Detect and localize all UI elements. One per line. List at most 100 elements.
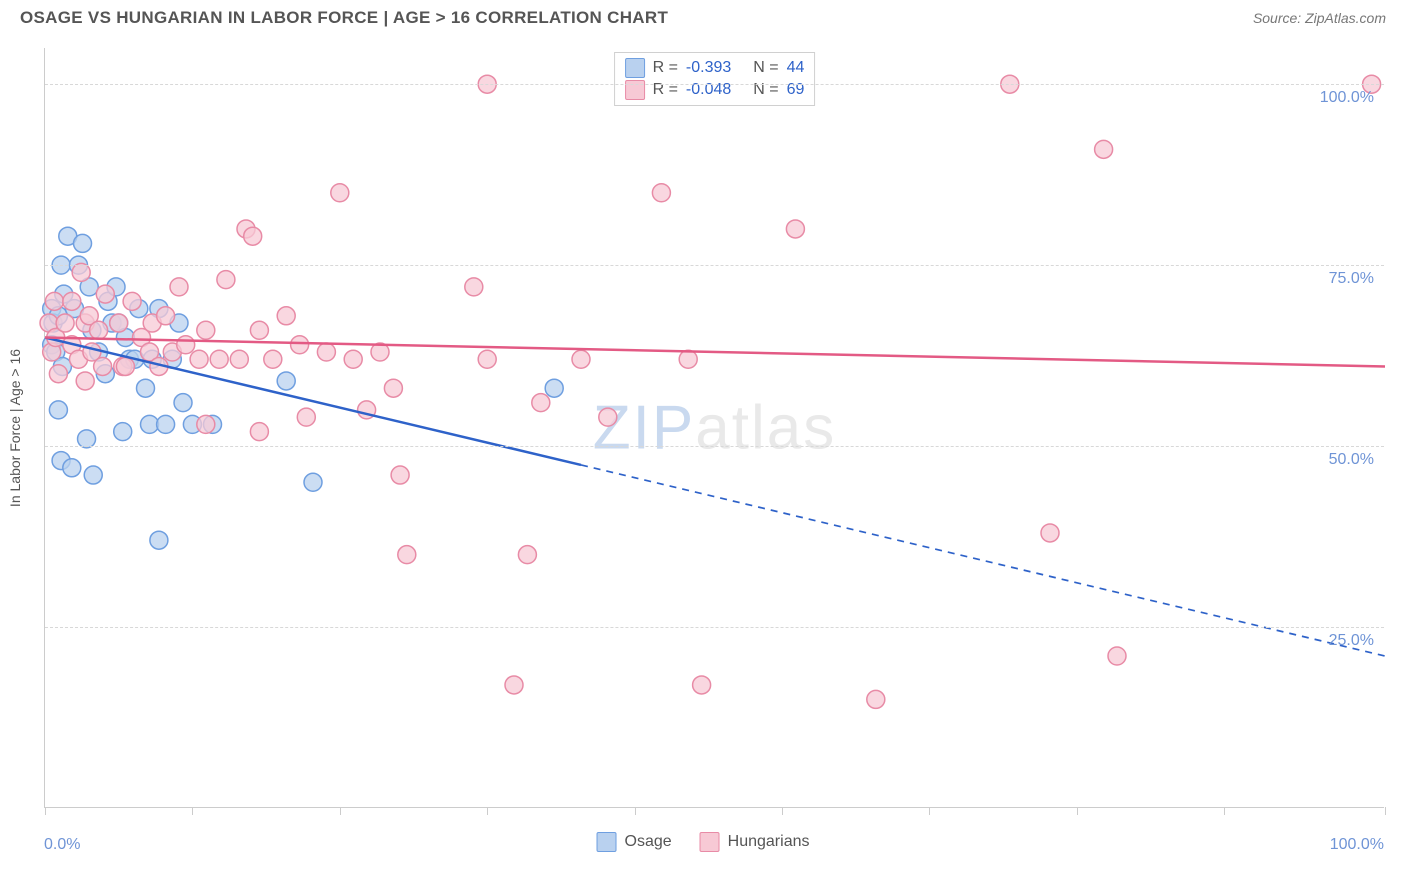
data-point [599,408,617,426]
y-tick-label: 75.0% [1329,270,1374,288]
data-point [505,676,523,694]
x-tick [487,807,488,815]
gridline [45,265,1384,266]
data-point [391,466,409,484]
swatch-osage-icon [597,832,617,852]
x-tick [192,807,193,815]
x-axis-min-label: 0.0% [44,836,80,854]
data-point [1095,140,1113,158]
x-tick [45,807,46,815]
data-point [197,321,215,339]
chart-plot-area: In Labor Force | Age > 16 ZIPatlas R = -… [44,48,1384,808]
data-point [518,546,536,564]
x-axis-max-label: 100.0% [1330,836,1384,854]
data-point [210,350,228,368]
data-point [170,278,188,296]
gridline [45,627,1384,628]
data-point [465,278,483,296]
data-point [150,531,168,549]
data-point [141,415,159,433]
r-label: R = [653,59,678,77]
data-point [545,379,563,397]
data-point [679,350,697,368]
data-point [1108,647,1126,665]
data-point [572,350,590,368]
data-point [63,459,81,477]
data-point [197,415,215,433]
data-point [291,336,309,354]
data-point [277,372,295,390]
data-point [1041,524,1059,542]
x-tick [1224,807,1225,815]
x-tick [782,807,783,815]
data-point [76,372,94,390]
legend-row-osage: R = -0.393 N = 44 [625,57,805,79]
data-point [157,307,175,325]
data-point [84,466,102,484]
y-tick-label: 100.0% [1320,89,1374,107]
source-attribution: Source: ZipAtlas.com [1253,10,1386,26]
correlation-legend: R = -0.393 N = 44 R = -0.048 N = 69 [614,52,816,106]
data-point [116,357,134,375]
legend-label-osage: Osage [625,833,672,851]
data-point [96,285,114,303]
x-tick [929,807,930,815]
r-value-osage: -0.393 [686,59,731,77]
data-point [123,292,141,310]
swatch-hungarians [625,80,645,100]
data-point [174,394,192,412]
data-point [49,365,67,383]
data-point [384,379,402,397]
data-point [110,314,128,332]
data-point [250,423,268,441]
gridline [45,446,1384,447]
data-point [217,271,235,289]
data-point [867,690,885,708]
gridline [45,84,1384,85]
data-point [331,184,349,202]
swatch-hungarians-icon [700,832,720,852]
y-tick-label: 50.0% [1329,451,1374,469]
legend-item-hungarians: Hungarians [700,832,810,852]
x-tick [1077,807,1078,815]
data-point [264,350,282,368]
n-label: N = [753,59,778,77]
data-point [56,314,74,332]
data-point [157,415,175,433]
data-point [90,321,108,339]
y-tick-label: 25.0% [1329,632,1374,650]
data-point [344,350,362,368]
legend-row-hungarians: R = -0.048 N = 69 [625,79,805,101]
legend-item-osage: Osage [597,832,672,852]
data-point [297,408,315,426]
data-point [94,357,112,375]
data-point [137,379,155,397]
x-tick [340,807,341,815]
chart-title: OSAGE VS HUNGARIAN IN LABOR FORCE | AGE … [20,8,668,28]
data-point [304,473,322,491]
data-point [244,227,262,245]
data-point [652,184,670,202]
series-legend: Osage Hungarians [597,832,810,852]
x-tick [635,807,636,815]
data-point [478,350,496,368]
data-point [277,307,295,325]
data-point [177,336,195,354]
swatch-osage [625,58,645,78]
data-point [693,676,711,694]
y-axis-label: In Labor Force | Age > 16 [7,348,23,506]
n-value-osage: 44 [787,59,805,77]
data-point [786,220,804,238]
data-point [230,350,248,368]
scatter-svg [45,48,1384,807]
data-point [532,394,550,412]
data-point [49,401,67,419]
data-point [317,343,335,361]
data-point [250,321,268,339]
data-point [190,350,208,368]
data-point [398,546,416,564]
data-point [114,423,132,441]
data-point [45,292,63,310]
data-point [63,292,81,310]
data-point [74,234,92,252]
